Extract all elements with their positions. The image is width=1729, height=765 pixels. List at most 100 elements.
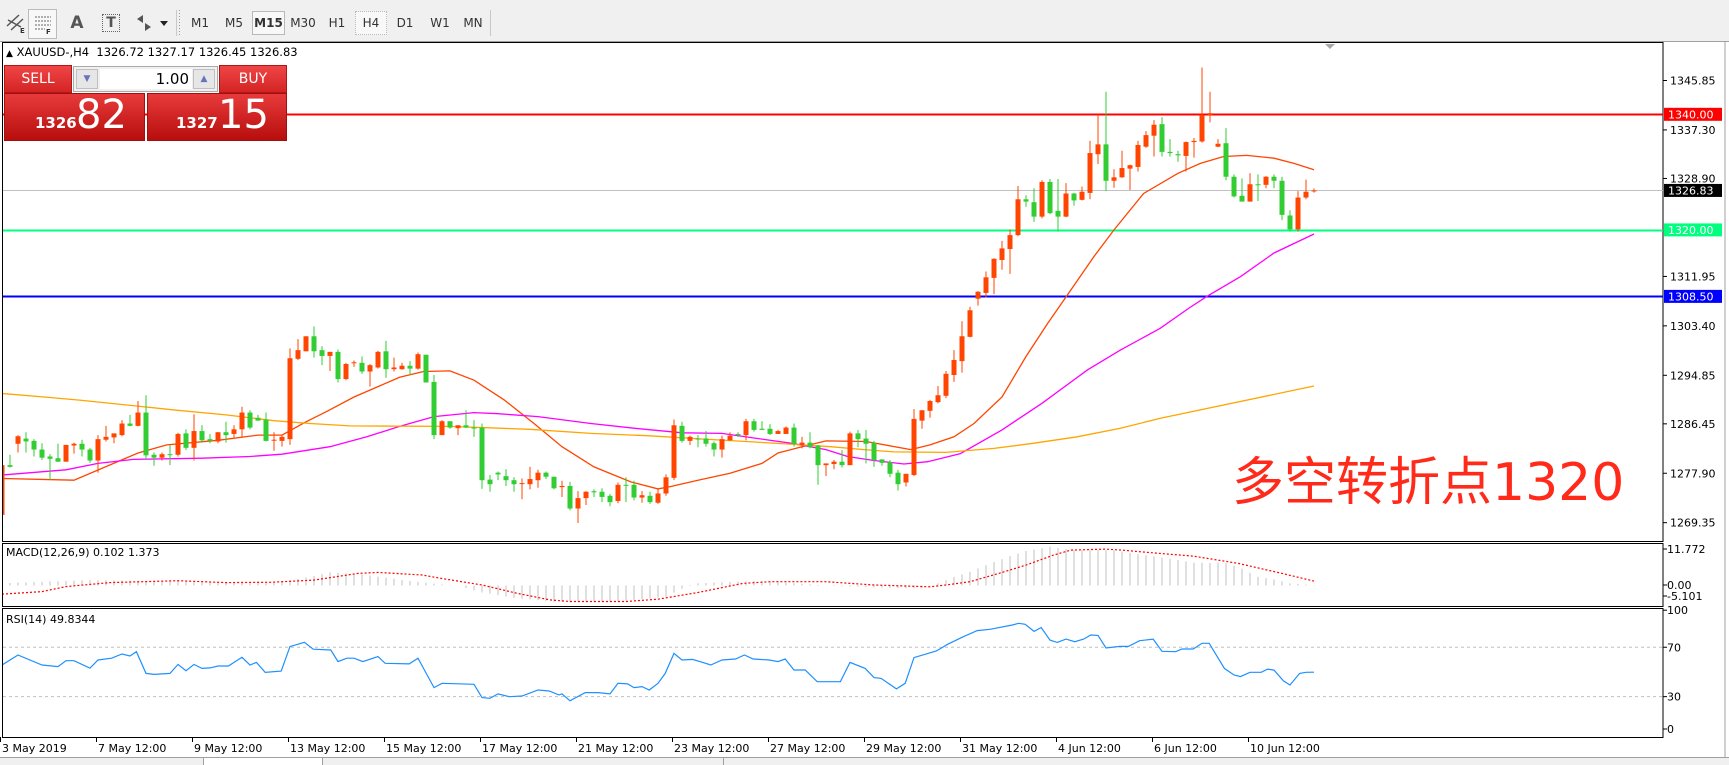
candlestick xyxy=(631,480,637,501)
time-axis-label: 4 Jun 12:00 xyxy=(1058,742,1121,755)
candlestick xyxy=(847,431,853,466)
candlestick xyxy=(79,439,85,457)
candle-body xyxy=(975,291,981,299)
fibonacci-icon[interactable]: F xyxy=(28,9,57,39)
timeframe-mn-button[interactable]: MN xyxy=(463,16,483,30)
candlestick xyxy=(1039,180,1045,219)
candlestick xyxy=(943,370,949,399)
candlestick xyxy=(1127,164,1133,191)
candlestick xyxy=(415,352,421,370)
candlestick xyxy=(391,357,397,372)
candlestick xyxy=(519,478,525,500)
candle-body xyxy=(439,421,445,436)
candle-body xyxy=(255,417,261,421)
candlestick xyxy=(543,471,549,480)
lot-size-stepper[interactable]: ▼ ▲ xyxy=(73,66,218,92)
candlestick xyxy=(95,435,101,473)
price-axis-label: 1311.95 xyxy=(1670,270,1716,283)
timeframe-h1-button[interactable]: H1 xyxy=(328,16,346,30)
candlestick xyxy=(751,418,757,432)
macd-axis-label: 0.00 xyxy=(1667,579,1692,592)
candle-body xyxy=(671,425,677,478)
candlestick xyxy=(1207,91,1213,123)
timeframe-m1-button[interactable]: M1 xyxy=(191,16,209,30)
candle-body xyxy=(1151,124,1157,136)
candlestick xyxy=(1087,140,1093,200)
time-axis-label: 3 May 2019 xyxy=(2,742,67,755)
timeframe-w1-button[interactable]: W1 xyxy=(430,16,450,30)
candle-body xyxy=(375,351,381,368)
candle-body xyxy=(855,433,861,440)
candlestick xyxy=(871,440,877,467)
candle-body xyxy=(599,491,605,497)
candle-body xyxy=(151,454,157,458)
candle-body xyxy=(327,351,333,356)
candle-body xyxy=(871,442,877,460)
candle-body xyxy=(487,479,493,485)
candlestick xyxy=(655,488,661,504)
candle-body xyxy=(815,445,821,466)
lot-size-input[interactable] xyxy=(100,69,192,89)
candlestick xyxy=(367,364,373,387)
candle-body xyxy=(895,472,901,485)
text-label-icon[interactable]: T xyxy=(97,9,125,37)
candlestick xyxy=(119,420,125,437)
candlestick xyxy=(55,443,61,462)
equidistant-channel-icon[interactable]: E xyxy=(2,9,30,37)
timeframe-m15-button[interactable]: M15 xyxy=(252,11,285,35)
sell-price-box[interactable]: 1326 82 xyxy=(4,92,145,141)
candle-body xyxy=(663,477,669,494)
lot-increase-button[interactable]: ▲ xyxy=(193,69,215,89)
chart-tab[interactable] xyxy=(323,758,724,765)
macd-panel xyxy=(2,543,1664,607)
candle-body xyxy=(311,336,317,352)
candle-body xyxy=(991,258,997,278)
candlestick xyxy=(647,491,653,504)
chart-tab[interactable] xyxy=(0,758,204,765)
main-price-panel xyxy=(2,42,1664,542)
timeframe-m5-button[interactable]: M5 xyxy=(225,16,243,30)
candlestick xyxy=(111,433,117,444)
candle-body xyxy=(367,365,373,372)
candlestick xyxy=(807,432,813,449)
candlestick xyxy=(1103,91,1109,192)
candlestick xyxy=(919,410,925,429)
timeframe-m30-button[interactable]: M30 xyxy=(290,16,316,30)
candlestick xyxy=(567,481,573,511)
candlestick xyxy=(23,432,29,453)
arrows-icon[interactable] xyxy=(132,9,172,37)
text-icon[interactable]: A xyxy=(70,13,84,33)
candle-body xyxy=(567,485,573,509)
buy-button[interactable]: BUY xyxy=(219,65,287,93)
chart-annotation-text[interactable]: 多空转折点1320 xyxy=(1232,453,1625,513)
candlestick xyxy=(255,414,261,421)
sell-price-pips: 82 xyxy=(76,92,127,138)
candlestick xyxy=(335,349,341,383)
buy-price-box[interactable]: 1327 15 xyxy=(147,92,287,141)
timeframe-d1-button[interactable]: D1 xyxy=(396,16,414,30)
candlestick xyxy=(383,340,389,378)
candlestick xyxy=(1191,138,1197,158)
price-level-label-bg xyxy=(1664,107,1722,121)
candle-body xyxy=(15,436,21,444)
candle-body xyxy=(167,454,173,456)
candlestick xyxy=(279,434,285,447)
candle-body xyxy=(407,365,413,369)
candle-body xyxy=(591,491,597,493)
timeframe-h4-button[interactable]: H4 xyxy=(355,11,387,35)
collapse-triangle-icon[interactable]: ▲ xyxy=(6,49,13,59)
sell-button[interactable]: SELL xyxy=(4,65,72,93)
candle-body xyxy=(103,436,109,440)
chart-tab-active[interactable] xyxy=(204,758,323,765)
candle-body xyxy=(55,458,61,462)
time-axis-label: 6 Jun 12:00 xyxy=(1154,742,1217,755)
candlestick xyxy=(1247,173,1253,202)
candle-body xyxy=(887,462,893,474)
toolbar-grip[interactable] xyxy=(179,10,180,36)
rsi-axis-label: 100 xyxy=(1667,604,1688,617)
candlestick xyxy=(407,361,413,375)
lot-decrease-button[interactable]: ▼ xyxy=(76,69,98,89)
candlestick xyxy=(559,480,565,497)
candlestick xyxy=(503,469,509,486)
candlestick xyxy=(327,351,333,371)
